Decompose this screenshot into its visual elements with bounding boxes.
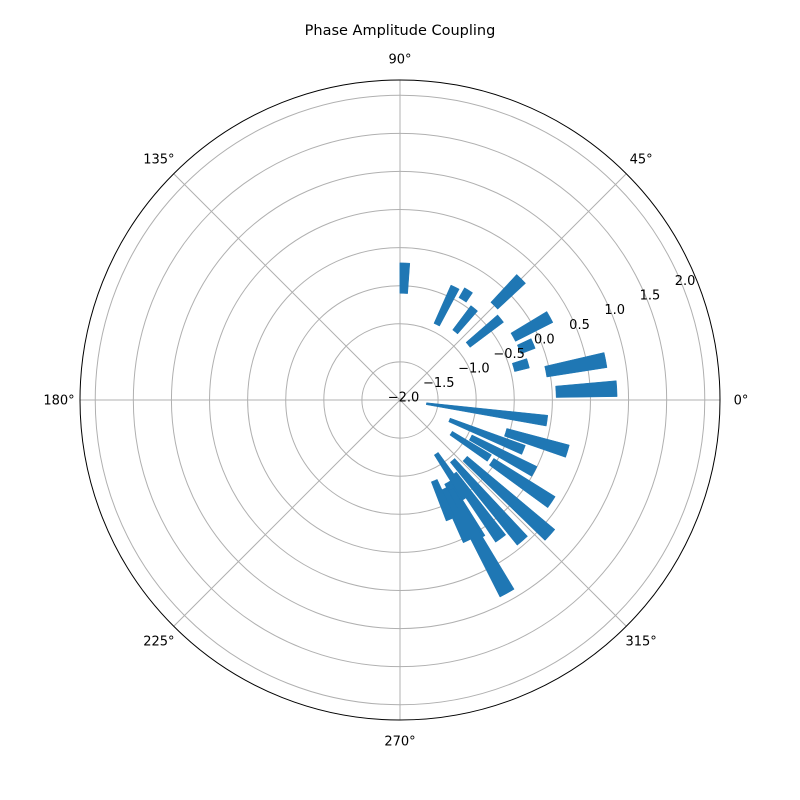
radial-tick-label: −2.0 — [388, 391, 420, 406]
bar — [449, 458, 528, 546]
bar — [452, 305, 478, 335]
bar — [399, 262, 411, 294]
radial-tick-label: 2.0 — [675, 274, 696, 289]
bar — [544, 352, 608, 378]
angle-tick-label: 315° — [625, 635, 656, 650]
radial-tick-label: −0.5 — [493, 347, 525, 362]
angle-tick-label: 270° — [384, 735, 415, 750]
angular-gridline — [173, 173, 401, 401]
radial-tick-label: 1.0 — [604, 303, 625, 318]
radial-tick-label: −1.5 — [423, 376, 455, 391]
bar — [446, 487, 515, 598]
tick-labels: 0° 45° 90° 135° 180° 225° 270° 315° −2.0−1.5−1.0… — [43, 53, 748, 750]
angle-tick-label: 135° — [143, 152, 174, 167]
angle-tick-label: 45° — [630, 152, 653, 167]
bar — [516, 338, 536, 355]
bar — [458, 287, 473, 303]
bar — [449, 430, 492, 462]
bar — [490, 274, 526, 310]
radial-tick-label: 0.0 — [534, 332, 555, 347]
bar — [439, 487, 474, 544]
bar — [488, 458, 556, 509]
angular-gridline — [399, 399, 627, 627]
bar — [425, 402, 549, 427]
bar — [433, 284, 460, 327]
chart-title: Phase Amplitude Coupling — [304, 23, 496, 39]
radial-tick-label: 1.5 — [640, 289, 661, 304]
angle-tick-label: 0° — [734, 394, 749, 409]
bar-group — [399, 262, 618, 598]
bar — [511, 358, 530, 372]
bar — [504, 428, 570, 458]
angle-tick-label: 225° — [143, 635, 174, 650]
bar — [465, 314, 504, 348]
bar — [510, 311, 554, 342]
bar — [462, 455, 556, 541]
angle-tick-label: 90° — [388, 53, 411, 68]
bar — [430, 479, 456, 522]
radial-tick-label: 0.5 — [569, 318, 590, 333]
polar-frame — [79, 79, 721, 721]
bar — [555, 380, 618, 398]
bar — [468, 434, 538, 477]
angle-tick-label: 180° — [43, 394, 74, 409]
radial-tick-label: −1.0 — [458, 362, 490, 377]
bar — [448, 417, 526, 455]
bar — [433, 451, 470, 501]
angular-gridline — [173, 399, 401, 627]
